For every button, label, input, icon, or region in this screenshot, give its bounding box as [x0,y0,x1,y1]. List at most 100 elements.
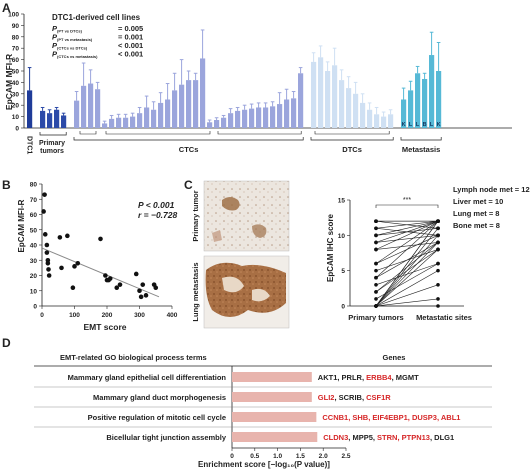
bar [221,117,227,128]
bracket-ctcs [73,137,304,141]
bar [130,116,136,128]
bar [109,118,115,128]
bar [165,99,171,128]
ytick-label-b: 50 [30,227,38,234]
legend-item-c: Bone met = 8 [453,221,500,230]
scatter-point [103,273,108,278]
bar [270,106,276,128]
bar [235,110,241,128]
bar [88,83,94,128]
bar [339,80,345,128]
pair-point [374,275,378,280]
scatter-point [114,285,120,290]
panel-label-b: B [2,178,11,192]
bar [353,93,359,128]
pair-line [375,242,439,307]
pair-line [375,220,439,229]
bar [401,99,407,128]
go-term-bar [232,372,312,382]
xtick-label-d: 0 [230,453,234,460]
ytick-label-a: 30 [12,91,20,98]
xtick-label-b: 0 [40,312,44,319]
go-term-genes: GLI2, SCRIB, CSF1R [318,393,392,402]
stat-0: P(PT vs DTCs) [52,24,83,34]
bar [214,120,220,128]
panel-b: B EpCAM MFI-R EMT score P < 0.001 r = −0… [0,178,180,330]
sub-bracket [217,131,302,135]
panel-a: A EpCAM MFI-R DTC1-derived cell lines P(… [0,0,531,170]
pair-point [436,240,440,245]
pair-point [436,247,440,252]
pair-point [374,233,378,238]
chart-a-ylabel: EpCAM MFI-R [4,54,14,110]
pair-point [374,283,378,287]
ytick-label-a: 10 [12,114,20,121]
pair-line [375,220,439,278]
scatter-point [72,264,77,269]
bar [284,99,290,128]
ytick-label-a: 50 [12,69,20,76]
bar [123,117,129,128]
bar [179,84,185,128]
stat-value-3: < 0.001 [118,50,143,59]
group-label-dtc1: DTC1 [26,136,33,154]
chart-c: C Primary tumor Lung metastasis EpCAM IH… [184,178,530,329]
scatter-point [44,242,50,248]
pair-point [436,261,440,266]
pair-point [374,268,378,273]
bar [298,73,304,128]
fit-line [41,247,160,298]
pair-line [375,284,439,307]
pair-line [375,235,439,243]
scatter-point [133,271,139,277]
chart-d-xlabel: Enrichment score [−log₁₀(P value)] [198,460,330,469]
header-left: EMT-related GO biological process terms [60,353,207,362]
bar [332,65,338,128]
bar [137,113,143,128]
bar [95,89,101,128]
bracket-dtcs [310,137,394,141]
pair-line [375,298,439,307]
scatter-point [45,261,51,266]
bar [228,113,234,128]
panel-label-a: A [2,1,11,15]
scatter-point [42,232,48,237]
bar [40,110,46,128]
met-letter: K [402,122,406,128]
panel-label-d: D [2,336,11,350]
ihc-image-primary [203,180,290,252]
bar [172,90,178,128]
bar [388,114,394,128]
pair-line [375,249,439,307]
bar [242,109,248,128]
pair-point [374,226,378,231]
pair-point [436,226,440,231]
stat-1: P(PT vs metastasis) [52,33,93,43]
bar [291,98,297,128]
scatter-point [46,273,52,278]
scatter-point [59,265,64,271]
bar [360,102,366,128]
scatter-point [41,209,46,214]
bar [74,100,80,128]
header-right: Genes [383,353,406,362]
bar [158,102,164,128]
xtick-label-b: 300 [134,312,145,319]
bar [116,117,122,128]
pair-line [375,221,439,307]
met-letter: L [409,122,413,128]
ytick-label-c: 5 [341,268,345,275]
scatter-point [44,250,50,255]
stat-value-2: < 0.001 [118,41,143,50]
go-term-genes: CCNB1, SHB, EIF4EBP1, DUSP3, ABL1 [322,413,460,422]
bar [186,80,192,128]
bar [277,104,283,128]
xtick-label-b: 100 [69,312,80,319]
ytick-label-a: 0 [15,126,19,133]
bar [422,78,428,128]
bar [263,107,269,128]
bar [27,90,33,128]
ytick-label-a: 90 [12,23,20,30]
xtick-label-d: 1.5 [296,453,305,460]
ytick-label-c: 10 [338,233,346,240]
